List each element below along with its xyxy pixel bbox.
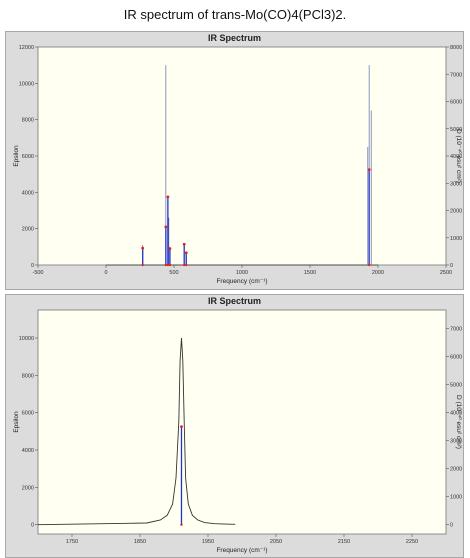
- y-tick-label: 12000: [19, 45, 34, 51]
- y2-axis-label: D (10⁻⁴⁰ esu² cm²): [455, 395, 463, 449]
- y2-tick-label: 5000: [450, 127, 462, 133]
- y-tick-label: 8000: [22, 118, 34, 124]
- y2-tick-label: 2000: [450, 209, 462, 215]
- y-tick-label: 6000: [22, 411, 34, 417]
- stick-marker: [180, 425, 183, 429]
- ir-spectrum-zoom-chart: 1750 1850 1950 2050 2150 2250 0 2000 4000 6000 800…: [13, 309, 463, 554]
- ir-spectrum-full-panel: IR Spectrum -500 0 500 1000 1500 2000 2500 0 200…: [5, 31, 464, 290]
- stick-base-marker: [166, 263, 170, 267]
- y2-tick-label: 7000: [450, 327, 462, 333]
- x-tick-label: 2000: [372, 270, 384, 276]
- plot-area: [37, 46, 447, 266]
- stick-marker: [166, 195, 170, 199]
- stick-base-marker: [367, 263, 371, 267]
- x-tick-label: 2500: [440, 270, 452, 276]
- stick-base-marker: [168, 263, 172, 267]
- figure-caption: IR spectrum of trans-Mo(CO)4(PCl3)2.: [123, 7, 347, 22]
- spectrum-line: [37, 337, 236, 526]
- x-tick-label: 1750: [66, 539, 78, 545]
- x-tick-label: 2050: [270, 539, 282, 545]
- y2-tick-label: 4000: [450, 154, 462, 160]
- y2-tick-label: 1000: [450, 236, 462, 242]
- x-tick-label: 1500: [304, 270, 316, 276]
- y2-tick-label: 4000: [450, 411, 462, 417]
- y-tick-label: 0: [31, 523, 34, 529]
- y2-tick-label: 3000: [450, 181, 462, 187]
- stick-marker: [184, 251, 188, 255]
- stick-base-marker: [141, 263, 144, 267]
- y2-tick-label: 5000: [450, 383, 462, 389]
- stick-marker: [367, 168, 371, 172]
- stick-marker: [164, 225, 168, 229]
- x-tick-label: 0: [104, 270, 107, 276]
- y-tick-label: 0: [31, 263, 34, 269]
- stick-marker: [182, 242, 186, 246]
- x-axis-label: Frequency (cm⁻¹): [216, 278, 267, 285]
- stick-base-marker: [183, 263, 186, 267]
- y2-tick-label: 0: [450, 523, 453, 529]
- x-tick-label: 1850: [134, 539, 146, 545]
- panel-title: IR Spectrum: [207, 296, 261, 306]
- x-tick-label: 500: [169, 270, 178, 276]
- y2-tick-label: 8000: [450, 45, 462, 51]
- y-tick-label: 8000: [22, 373, 34, 379]
- y-tick-label: 2000: [22, 485, 34, 491]
- y-axis-label: Epsilon: [13, 145, 20, 167]
- stick-marker: [168, 247, 172, 251]
- x-axis-label: Frequency (cm⁻¹): [216, 547, 267, 554]
- x-tick-label: 2150: [338, 539, 350, 545]
- y2-tick-label: 0: [450, 263, 453, 269]
- ir-spectrum-zoom-panel: IR Spectrum 1750 1850 1950 2050 2150 2250 0 200…: [5, 294, 464, 558]
- panel-title: IR Spectrum: [207, 33, 261, 43]
- x-tick-label: 1000: [236, 270, 248, 276]
- y2-tick-label: 1000: [450, 495, 462, 501]
- stick-marker: [141, 246, 145, 250]
- y2-tick-label: 6000: [450, 355, 462, 361]
- y2-tick-label: 3000: [450, 439, 462, 445]
- y-tick-label: 4000: [22, 190, 34, 196]
- y-tick-label: 6000: [22, 154, 34, 160]
- y2-tick-label: 6000: [450, 100, 462, 106]
- stick-base-marker: [164, 263, 168, 267]
- x-tick-label: 1950: [202, 539, 214, 545]
- y2-tick-label: 7000: [450, 72, 462, 78]
- y-tick-label: 4000: [22, 448, 34, 454]
- x-tick-label: -500: [32, 270, 43, 276]
- y-axis-label: Epsilon: [13, 411, 20, 433]
- y-tick-label: 2000: [22, 227, 34, 233]
- y2-tick-label: 2000: [450, 467, 462, 473]
- plot-area: [37, 309, 447, 535]
- ir-spectrum-full-chart: -500 0 500 1000 1500 2000 25000200040006000800…: [13, 45, 463, 285]
- y-tick-label: 10000: [19, 336, 34, 342]
- stick-base-marker: [180, 523, 183, 526]
- y2-axis-label: D (10⁻⁴⁰ esu² cm²): [455, 129, 463, 183]
- stick-base-marker: [185, 263, 188, 267]
- x-tick-label: 2250: [406, 539, 418, 545]
- y-tick-label: 10000: [19, 81, 34, 87]
